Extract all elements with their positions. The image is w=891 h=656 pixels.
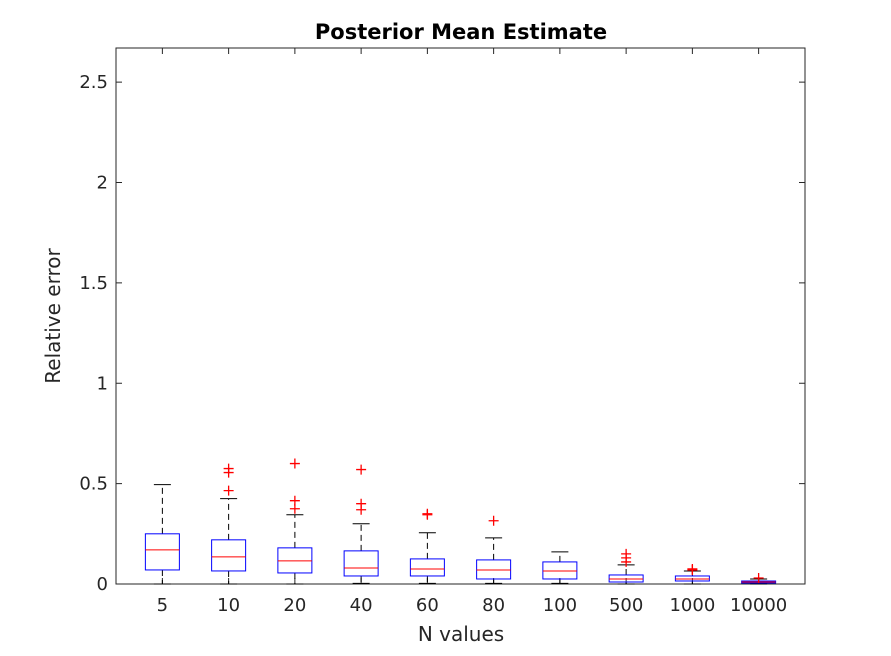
box-group bbox=[476, 515, 512, 584]
box-group bbox=[741, 572, 777, 585]
x-tick-label: 10000 bbox=[730, 595, 787, 616]
outlier-marker bbox=[621, 548, 632, 559]
outlier-marker bbox=[687, 563, 698, 574]
x-tick-label: 80 bbox=[482, 595, 505, 616]
outlier-marker bbox=[422, 508, 433, 519]
y-tick-label: 0 bbox=[97, 574, 108, 595]
box-group bbox=[674, 563, 710, 585]
x-tick-label: 60 bbox=[416, 595, 439, 616]
outlier-marker bbox=[356, 498, 367, 509]
y-tick-label: 2.5 bbox=[79, 72, 108, 93]
outlier-marker bbox=[223, 485, 234, 496]
iqr-box bbox=[674, 575, 710, 582]
iqr-box bbox=[277, 547, 313, 574]
x-tick-label: 1000 bbox=[669, 595, 715, 616]
outlier-marker bbox=[223, 463, 234, 474]
y-tick-label: 1.5 bbox=[79, 273, 108, 294]
outlier-marker bbox=[753, 572, 764, 583]
y-axis-ticks: 0 0.5 1 1.5 2 2.5 bbox=[79, 72, 805, 595]
box-group bbox=[277, 458, 313, 585]
x-axis-ticks: 5 10 20 40 60 80 100 500 1000 10000 bbox=[157, 48, 787, 616]
x-tick-label: 10 bbox=[217, 595, 240, 616]
x-tick-label: 5 bbox=[157, 595, 168, 616]
iqr-box bbox=[608, 574, 644, 583]
plot-area bbox=[115, 47, 806, 585]
box-group bbox=[144, 484, 180, 585]
x-tick-label: 100 bbox=[543, 595, 577, 616]
x-axis-label: N values bbox=[418, 622, 504, 646]
outlier-marker bbox=[488, 515, 499, 526]
x-tick-label: 500 bbox=[609, 595, 643, 616]
iqr-box bbox=[476, 559, 512, 580]
iqr-box bbox=[343, 550, 379, 577]
outlier-marker bbox=[289, 458, 300, 469]
x-tick-label: 40 bbox=[350, 595, 373, 616]
box-group bbox=[211, 463, 247, 585]
iqr-box bbox=[542, 561, 578, 580]
y-axis-label: Relative error bbox=[41, 248, 65, 384]
outlier-marker bbox=[289, 495, 300, 506]
box-group bbox=[409, 508, 445, 584]
chart-title: Posterior Mean Estimate bbox=[315, 20, 607, 44]
box-group bbox=[542, 551, 578, 584]
boxes-layer bbox=[144, 458, 777, 585]
axes-frame bbox=[115, 47, 806, 585]
box-group bbox=[343, 464, 379, 584]
iqr-box bbox=[409, 558, 445, 577]
y-tick-label: 1 bbox=[97, 373, 108, 394]
iqr-box bbox=[211, 539, 247, 572]
x-tick-label: 20 bbox=[283, 595, 306, 616]
y-tick-label: 2 bbox=[97, 173, 108, 194]
y-tick-label: 0.5 bbox=[79, 474, 108, 495]
outlier-marker bbox=[356, 464, 367, 475]
iqr-box bbox=[144, 533, 180, 571]
box-group bbox=[608, 548, 644, 585]
